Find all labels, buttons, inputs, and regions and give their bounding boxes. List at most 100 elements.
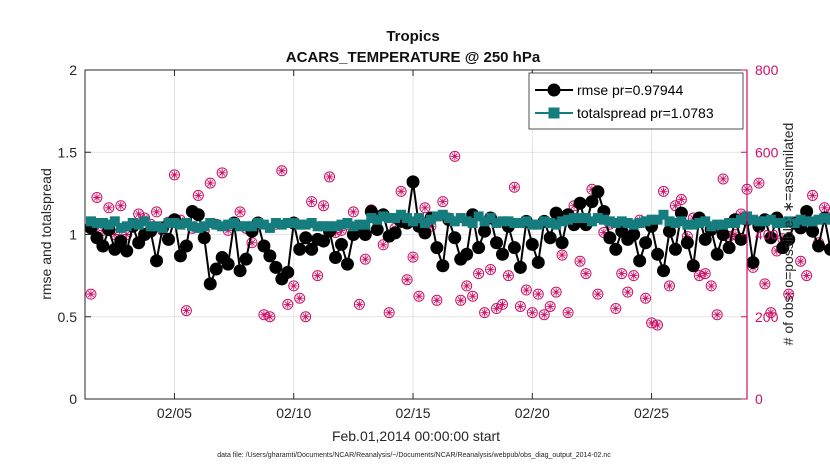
obs-assimilated-point [104, 203, 113, 212]
totalspread-point [640, 216, 651, 227]
totalspread-point [509, 217, 520, 228]
totalspread-point [336, 219, 347, 230]
rmse-point [585, 195, 599, 209]
obs-possible-point [765, 307, 777, 319]
obs-possible-point [180, 305, 192, 317]
obs-assimilated-point [170, 170, 179, 179]
obs-assimilated-point [754, 179, 763, 188]
obs-assimilated-point [760, 279, 769, 288]
obs-assimilated-point [480, 308, 489, 317]
totalspread-point [575, 213, 586, 224]
rmse-point [370, 223, 384, 237]
obs-possible-point [234, 206, 246, 218]
obs-possible-point [514, 300, 526, 312]
totalspread-point [545, 217, 556, 228]
obs-possible-point [544, 300, 556, 312]
obs-assimilated-point [737, 209, 746, 218]
obs-assimilated-point [265, 312, 274, 321]
totalspread-point [592, 213, 603, 224]
obs-possible-point [407, 251, 419, 263]
obs-possible-point [324, 171, 336, 183]
obs-assimilated-point [617, 269, 626, 278]
obs-possible-point [318, 200, 330, 212]
totalspread-point [145, 221, 156, 232]
totalspread-point [390, 213, 401, 224]
totalspread-point [801, 216, 812, 227]
obs-possible-point [526, 307, 538, 319]
obs-possible-point [401, 274, 413, 286]
rmse-point [334, 237, 348, 251]
obs-possible-point [276, 165, 288, 177]
obs-assimilated-point [259, 310, 268, 319]
obs-assimilated-point [695, 271, 704, 280]
obs-assimilated-point [361, 255, 370, 264]
obs-possible-point [550, 286, 562, 298]
obs-possible-point [807, 189, 819, 201]
y-tick-label-left: 1 [69, 227, 77, 243]
rmse-point [531, 255, 545, 269]
obs-assimilated-point [301, 312, 310, 321]
totalspread-point [503, 216, 514, 227]
obs-assimilated-point [784, 290, 793, 299]
obs-assimilated-point [474, 269, 483, 278]
totalspread-point [211, 219, 222, 230]
totalspread-point [157, 222, 168, 233]
totalspread-point [300, 219, 311, 230]
obs-assimilated-point [540, 310, 549, 319]
obs-assimilated-point [629, 271, 638, 280]
y-tick-label-right: 0 [755, 391, 763, 407]
obs-assimilated-point [534, 290, 543, 299]
totalspread-point [241, 221, 252, 232]
obs-assimilated-point [820, 203, 829, 212]
obs-assimilated-point [719, 174, 728, 183]
obs-assimilated-point [623, 288, 632, 297]
totalspread-point [628, 219, 639, 230]
totalspread-point [294, 219, 305, 230]
totalspread-point [223, 219, 234, 230]
rmse-point [436, 259, 450, 273]
obs-possible-point [783, 288, 795, 300]
obs-assimilated-point [581, 269, 590, 278]
rmse-point [203, 277, 217, 291]
obs-assimilated-point [766, 308, 775, 317]
rmse-point [513, 260, 527, 274]
totalspread-point [771, 217, 782, 228]
obs-possible-point [538, 309, 550, 321]
obs-assimilated-point [432, 296, 441, 305]
obs-possible-point [103, 202, 115, 214]
totalspread-point [378, 211, 389, 222]
totalspread-series [85, 209, 830, 233]
obs-possible-point [580, 268, 592, 280]
obs-assimilated-point [641, 294, 650, 303]
obs-possible-point [759, 278, 771, 290]
legend-rmse-label: rmse pr=0.97944 [577, 82, 683, 98]
y-axis-label-right: # of obs: o=possible; ∗=assimilated [780, 123, 796, 346]
rmse-point [460, 247, 474, 261]
totalspread-point [246, 221, 257, 232]
totalspread-point [324, 221, 335, 232]
obs-assimilated-point [558, 251, 567, 260]
obs-assimilated-point [247, 238, 256, 247]
obs-assimilated-point [599, 228, 608, 237]
rmse-point [120, 244, 134, 258]
totalspread-point [91, 217, 102, 228]
legend-rmse-marker [547, 83, 561, 97]
obs-assimilated-point [110, 230, 119, 239]
rmse-point [478, 224, 492, 238]
totalspread-point [312, 221, 323, 232]
obs-assimilated-point [731, 230, 740, 239]
obs-possible-point [413, 290, 425, 302]
totalspread-point [139, 216, 150, 227]
rmse-point [448, 231, 462, 245]
obs-possible-point [795, 255, 807, 267]
rmse-point [358, 228, 372, 241]
obs-possible-point [502, 270, 514, 282]
obs-assimilated-point [236, 207, 245, 216]
obs-possible-point [312, 270, 324, 282]
rmse-point [746, 255, 760, 269]
rmse-point [806, 224, 820, 238]
totalspread-point [747, 214, 758, 225]
obs-possible-point [556, 249, 568, 261]
obs-possible-point [151, 206, 163, 218]
